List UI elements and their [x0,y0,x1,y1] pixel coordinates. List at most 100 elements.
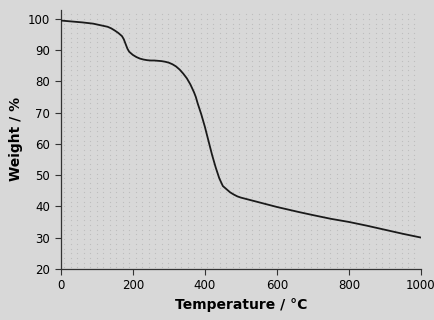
Point [365,166,372,172]
Point [333,195,340,200]
Point [191,204,197,209]
Point [139,77,146,83]
Point [307,246,314,251]
Point [281,16,288,21]
Point [126,138,133,143]
Point [346,260,353,265]
Point [106,49,113,54]
Point [262,35,269,40]
Point [385,222,392,228]
Point [145,204,152,209]
Point [275,260,282,265]
Point [340,119,347,124]
Point [158,54,165,59]
Point [223,143,230,148]
Point [87,213,94,218]
Point [74,185,81,190]
Point [320,148,327,153]
Point [204,190,210,195]
Point [307,236,314,242]
Point [158,91,165,96]
Point [184,96,191,101]
Point [132,180,139,186]
Point [320,185,327,190]
Point [391,232,398,237]
Point [398,236,405,242]
Point [132,255,139,260]
Point [307,35,314,40]
Point [223,26,230,31]
Point [197,255,204,260]
Point [204,166,210,172]
Point [145,260,152,265]
Point [139,40,146,45]
Point [217,148,224,153]
Point [223,166,230,172]
Point [145,208,152,213]
Point [164,166,171,172]
Point [314,21,321,26]
Point [87,115,94,120]
Point [217,101,224,106]
Point [87,204,94,209]
Point [281,138,288,143]
Point [210,251,217,256]
Point [281,115,288,120]
Point [359,195,366,200]
Point [391,54,398,59]
Point [191,143,197,148]
Point [171,190,178,195]
Point [236,213,243,218]
Point [404,255,411,260]
Point [223,218,230,223]
Point [151,54,158,59]
Point [365,218,372,223]
Point [398,185,405,190]
Point [80,204,87,209]
Point [333,180,340,186]
Point [301,82,308,87]
Point [191,101,197,106]
Point [333,208,340,213]
Point [164,119,171,124]
Point [197,91,204,96]
Point [67,12,74,17]
Point [191,110,197,115]
Point [320,16,327,21]
Point [223,180,230,186]
Point [67,133,74,139]
Point [119,171,126,176]
Point [100,208,107,213]
Point [197,124,204,129]
Point [378,44,385,50]
Point [164,87,171,92]
Point [158,199,165,204]
Point [151,119,158,124]
Point [178,77,184,83]
Point [365,246,372,251]
Point [281,218,288,223]
Point [217,162,224,167]
Point [255,213,262,218]
Point [74,162,81,167]
Point [100,133,107,139]
Point [67,218,74,223]
Point [223,49,230,54]
Point [100,222,107,228]
Point [340,129,347,134]
Point [404,119,411,124]
Point [275,91,282,96]
Point [217,129,224,134]
Point [314,166,321,172]
Point [249,218,256,223]
Point [93,190,100,195]
Point [164,227,171,232]
Point [411,152,418,157]
Point [158,133,165,139]
Point [243,180,250,186]
Point [365,162,372,167]
Point [171,77,178,83]
Point [385,35,392,40]
Point [191,40,197,45]
Point [145,180,152,186]
